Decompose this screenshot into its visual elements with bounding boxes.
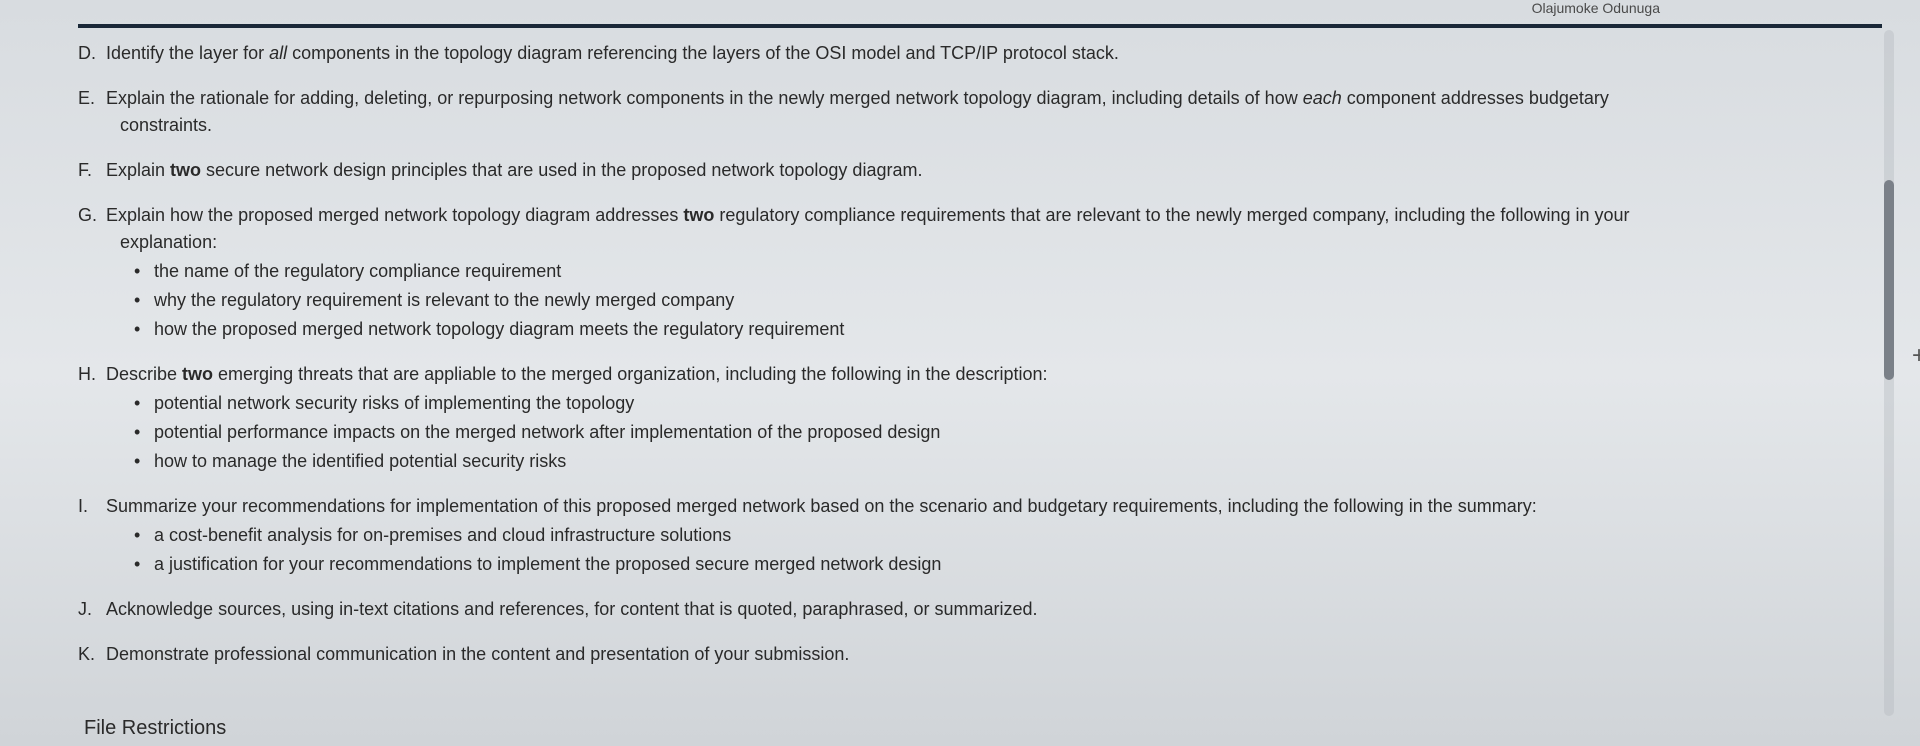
text-italic: all xyxy=(269,43,287,63)
item-letter: H. xyxy=(78,361,106,388)
text-part: secure network design principles that ar… xyxy=(201,160,922,180)
horizontal-rule xyxy=(78,24,1882,28)
bullet-glyph: • xyxy=(134,287,154,314)
bullet-glyph: • xyxy=(134,551,154,578)
text-italic: each xyxy=(1303,88,1342,108)
text-part: component addresses budgetary xyxy=(1342,88,1609,108)
list-item-e: E. Explain the rationale for adding, del… xyxy=(78,85,1720,139)
list-item-i: I. Summarize your recommendations for im… xyxy=(78,493,1720,578)
item-letter: I. xyxy=(78,493,106,520)
bullet-text: how to manage the identified potential s… xyxy=(154,448,566,475)
bullet-item: •a justification for your recommendation… xyxy=(134,551,1720,578)
text-part: emerging threats that are appliable to t… xyxy=(213,364,1048,384)
scrollbar-thumb[interactable] xyxy=(1884,180,1894,380)
list-item-f: F. Explain two secure network design pri… xyxy=(78,157,1720,184)
bullet-glyph: • xyxy=(134,448,154,475)
text-part: Describe xyxy=(106,364,182,384)
text-part: Explain how the proposed merged network … xyxy=(106,205,683,225)
item-continuation: constraints. xyxy=(120,112,1720,139)
item-text: Explain the rationale for adding, deleti… xyxy=(106,85,1720,112)
item-text: Identify the layer for all components in… xyxy=(106,40,1720,67)
item-text: Summarize your recommendations for imple… xyxy=(106,493,1720,520)
list-item-k: K. Demonstrate professional communicatio… xyxy=(78,641,1720,668)
item-text: Describe two emerging threats that are a… xyxy=(106,361,1720,388)
bullet-item: •a cost-benefit analysis for on-premises… xyxy=(134,522,1720,549)
item-letter: K. xyxy=(78,641,106,668)
item-text: Explain how the proposed merged network … xyxy=(106,202,1720,229)
text-bold: two xyxy=(170,160,201,180)
bullet-text: potential network security risks of impl… xyxy=(154,390,634,417)
bullet-glyph: • xyxy=(134,258,154,285)
text-part: Explain xyxy=(106,160,170,180)
text-bold: two xyxy=(683,205,714,225)
item-letter: G. xyxy=(78,202,106,229)
bullet-item: •how the proposed merged network topolog… xyxy=(134,316,1720,343)
item-letter: E. xyxy=(78,85,106,112)
list-item-h: H. Describe two emerging threats that ar… xyxy=(78,361,1720,475)
text-part: Explain the rationale for adding, deleti… xyxy=(106,88,1303,108)
bullet-text: a justification for your recommendations… xyxy=(154,551,941,578)
bullet-text: potential performance impacts on the mer… xyxy=(154,419,940,446)
text-bold: two xyxy=(182,364,213,384)
list-item-d: D. Identify the layer for all components… xyxy=(78,40,1720,67)
header-student-name: Olajumoke Odunuga xyxy=(1532,0,1660,16)
document-content: D. Identify the layer for all components… xyxy=(78,40,1720,686)
bullet-item: •potential performance impacts on the me… xyxy=(134,419,1720,446)
text-part: components in the topology diagram refer… xyxy=(287,43,1119,63)
bullet-text: a cost-benefit analysis for on-premises … xyxy=(154,522,731,549)
bullet-glyph: • xyxy=(134,316,154,343)
text-part: Identify the layer for xyxy=(106,43,269,63)
sub-list: •potential network security risks of imp… xyxy=(134,390,1720,475)
bullet-glyph: • xyxy=(134,522,154,549)
plus-icon[interactable]: + xyxy=(1912,342,1920,370)
item-text: Explain two secure network design princi… xyxy=(106,157,1720,184)
item-letter: D. xyxy=(78,40,106,67)
bullet-text: why the regulatory requirement is releva… xyxy=(154,287,734,314)
item-text: Acknowledge sources, using in-text citat… xyxy=(106,596,1720,623)
list-item-j: J. Acknowledge sources, using in-text ci… xyxy=(78,596,1720,623)
bullet-item: •the name of the regulatory compliance r… xyxy=(134,258,1720,285)
item-letter: F. xyxy=(78,157,106,184)
section-heading-file-restrictions: File Restrictions xyxy=(84,717,226,740)
item-letter: J. xyxy=(78,596,106,623)
item-continuation: explanation: xyxy=(120,229,1720,256)
bullet-item: •how to manage the identified potential … xyxy=(134,448,1720,475)
text-part: regulatory compliance requirements that … xyxy=(714,205,1629,225)
bullet-item: •potential network security risks of imp… xyxy=(134,390,1720,417)
sub-list: •a cost-benefit analysis for on-premises… xyxy=(134,522,1720,578)
sub-list: •the name of the regulatory compliance r… xyxy=(134,258,1720,343)
bullet-text: how the proposed merged network topology… xyxy=(154,316,844,343)
bullet-item: •why the regulatory requirement is relev… xyxy=(134,287,1720,314)
bullet-glyph: • xyxy=(134,419,154,446)
item-text: Demonstrate professional communication i… xyxy=(106,641,1720,668)
bullet-glyph: • xyxy=(134,390,154,417)
bullet-text: the name of the regulatory compliance re… xyxy=(154,258,561,285)
list-item-g: G. Explain how the proposed merged netwo… xyxy=(78,202,1720,343)
